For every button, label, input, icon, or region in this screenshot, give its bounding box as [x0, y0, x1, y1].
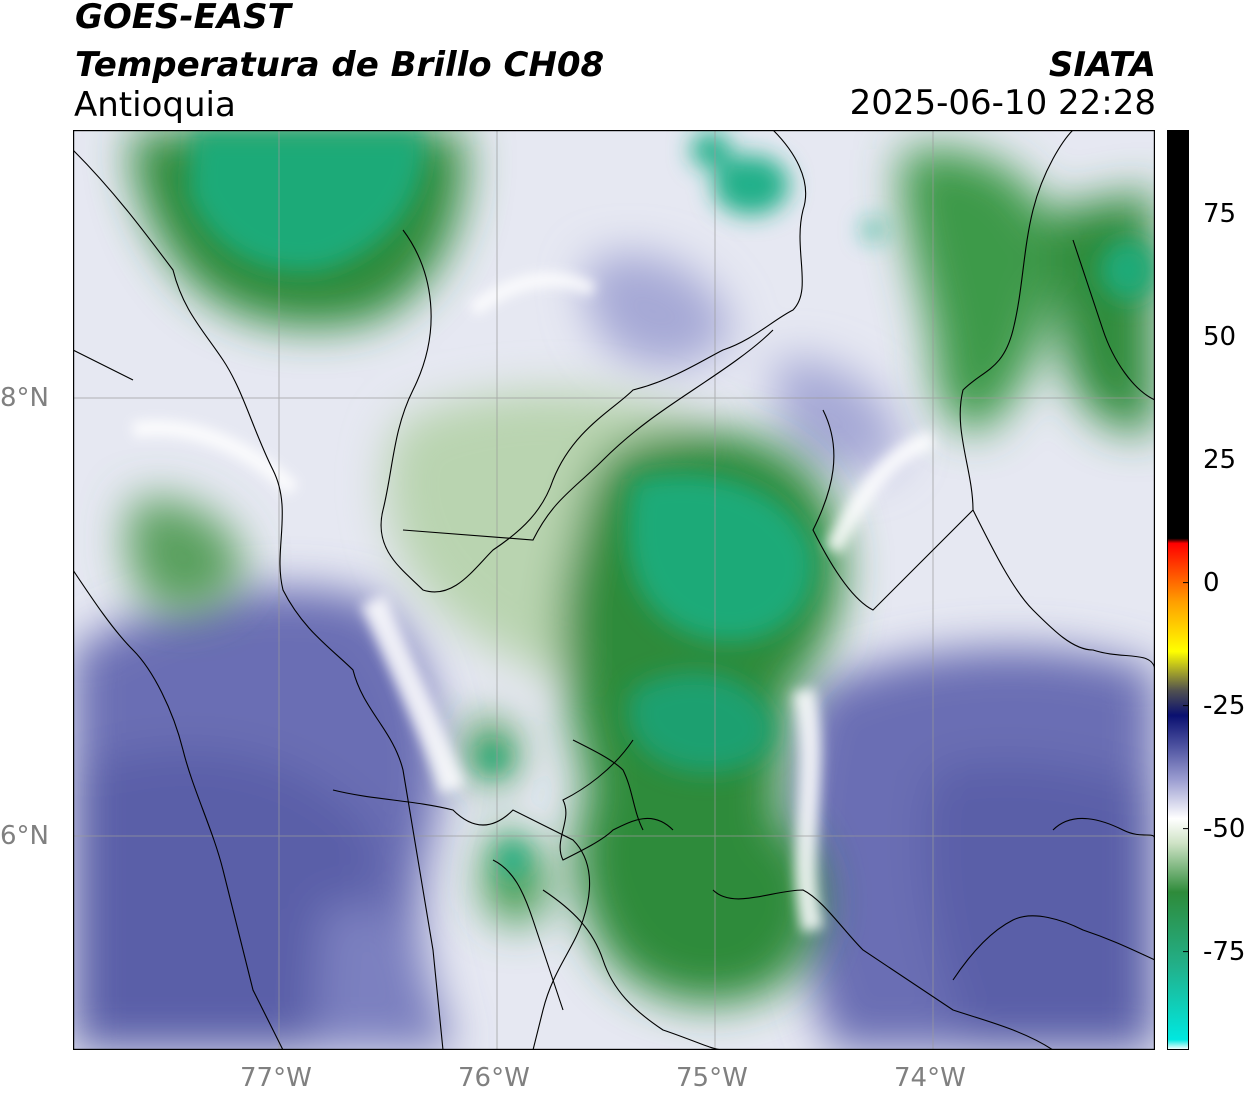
boundaries: [73, 130, 1155, 1050]
lat-label-8n: 8°N: [0, 383, 49, 413]
colorbar-tick-label: 75: [1203, 198, 1237, 229]
cold-cores: [188, 130, 1155, 878]
colorbar-scale: [1167, 130, 1189, 1050]
colorbar-tick-label: -50: [1203, 813, 1246, 844]
white-transition-bands: [131, 272, 936, 933]
lon-label-76w: 76°W: [458, 1063, 530, 1093]
brightness-temperature-map: [73, 130, 1155, 1050]
colorbar: [1167, 130, 1189, 1050]
satellite-title: GOES-EAST: [75, 0, 291, 37]
brand-label: SIATA: [1048, 45, 1156, 85]
colorbar-tick-marks: [1183, 213, 1189, 953]
map-frame: [73, 130, 1155, 1050]
lon-label-74w: 74°W: [894, 1063, 966, 1093]
warm-regions: [73, 253, 1155, 1050]
colorbar-tick-label: 50: [1203, 321, 1237, 352]
colorbar-tick-label: 25: [1203, 444, 1237, 475]
product-title: Temperatura de Brillo CH08: [75, 45, 605, 85]
colorbar-tick-label: 0: [1203, 567, 1220, 598]
lat-label-6n: 6°N: [0, 821, 49, 851]
lon-label-77w: 77°W: [240, 1063, 312, 1093]
region-label: Antioquia: [74, 85, 236, 125]
datetime-label: 2025-06-10 22:28: [849, 83, 1156, 123]
colorbar-tick-label: -25: [1203, 690, 1246, 721]
graticule: [73, 130, 1155, 1050]
colorbar-tick-label: -75: [1203, 936, 1246, 967]
lon-label-75w: 75°W: [676, 1063, 748, 1093]
